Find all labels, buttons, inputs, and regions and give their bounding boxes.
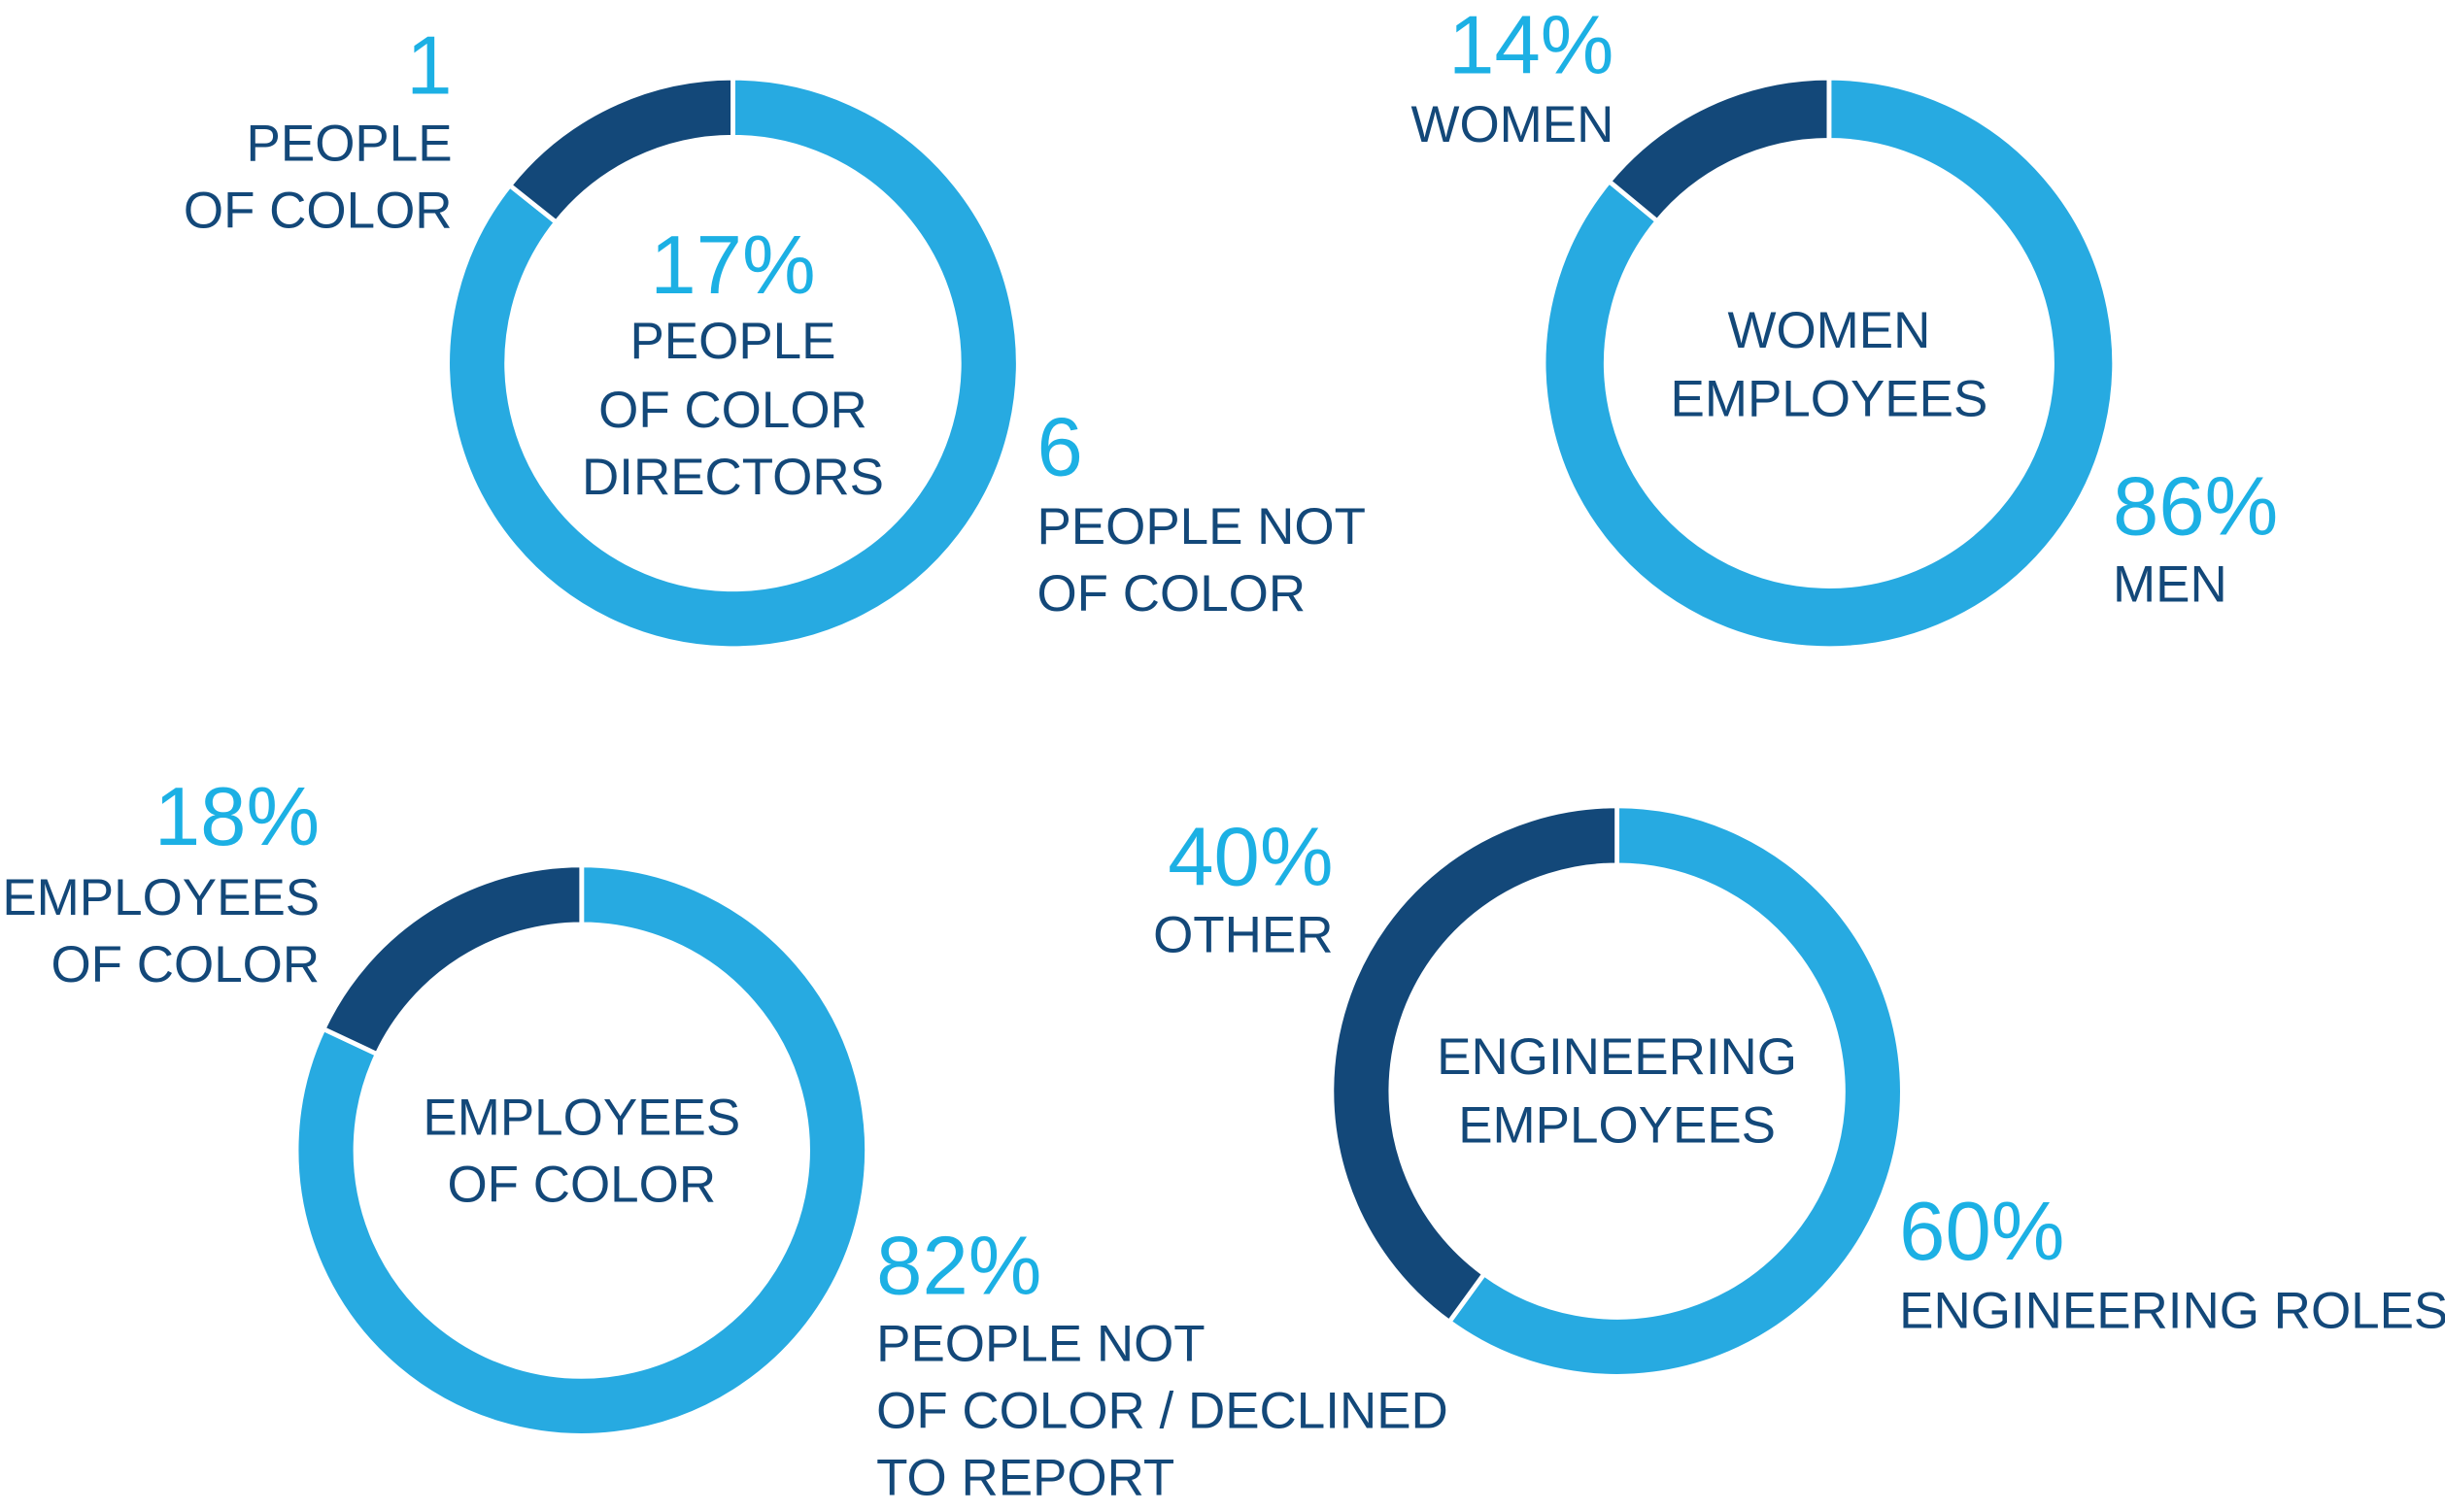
minority-category-label: PEOPLE [247,115,453,172]
donut-chart-3: EMPLOYEES OF COLOR 18% EMPLOYEES OF COLOR 82%… [2,771,1447,1506]
center-label: ENGINEERING [1437,1028,1797,1086]
majority-value-label: 86% [2113,461,2278,554]
minority-category-label: OTHER [1153,907,1333,964]
majority-category-label: OF COLOR [1036,565,1306,622]
majority-category-label: PEOPLE NOT [1036,498,1366,555]
majority-category-label: OF COLOR / DECLINED [876,1382,1448,1439]
slice-minority [320,862,585,1058]
slice-majority [1541,75,2117,652]
center-label: PEOPLE [629,313,835,370]
majority-value-label: 82% [876,1220,1041,1312]
center-label: OF COLOR [447,1157,716,1214]
minority-category-label: OF COLOR [184,182,453,239]
slice-majority [293,862,869,1438]
majority-value-label: 6 [1036,402,1082,494]
center-label: 17% [650,219,815,312]
minority-value-label: 1 [406,19,452,112]
minority-value-label: 14% [1448,0,1613,91]
minority-category-label: EMPLOYEES [2,869,320,926]
majority-value-label: 60% [1899,1186,2064,1278]
majority-category-label: MEN [2113,556,2227,614]
center-label: EMPLOYEES [1458,1097,1776,1155]
minority-value-label: 18% [154,771,320,863]
slice-minority [1329,803,1620,1326]
donut-chart-4: ENGINEERING EMPLOYEES 40%OTHER 60%ENGINEERI… [1153,803,2445,1379]
majority-category-label: ENGINEERING ROLES [1899,1283,2445,1340]
slice-minority [1606,75,1832,225]
minority-category-label: OF COLOR [51,936,320,993]
center-label: WOMEN [1727,302,1930,359]
slice-majority [445,75,1021,652]
center-label: EMPLOYEES [423,1090,740,1147]
center-label: OF COLOR [598,382,867,439]
slice-minority [506,75,735,226]
majority-category-label: PEOPLE NOT [876,1315,1206,1372]
minority-value-label: 40% [1168,812,1333,904]
minority-category-label: WOMEN [1410,96,1613,153]
majority-category-label: TO REPORT [876,1449,1174,1506]
center-label: DIRECTORS [582,449,884,506]
center-label: EMPLOYEES [1671,371,1988,428]
slice-majority [1445,803,1905,1379]
